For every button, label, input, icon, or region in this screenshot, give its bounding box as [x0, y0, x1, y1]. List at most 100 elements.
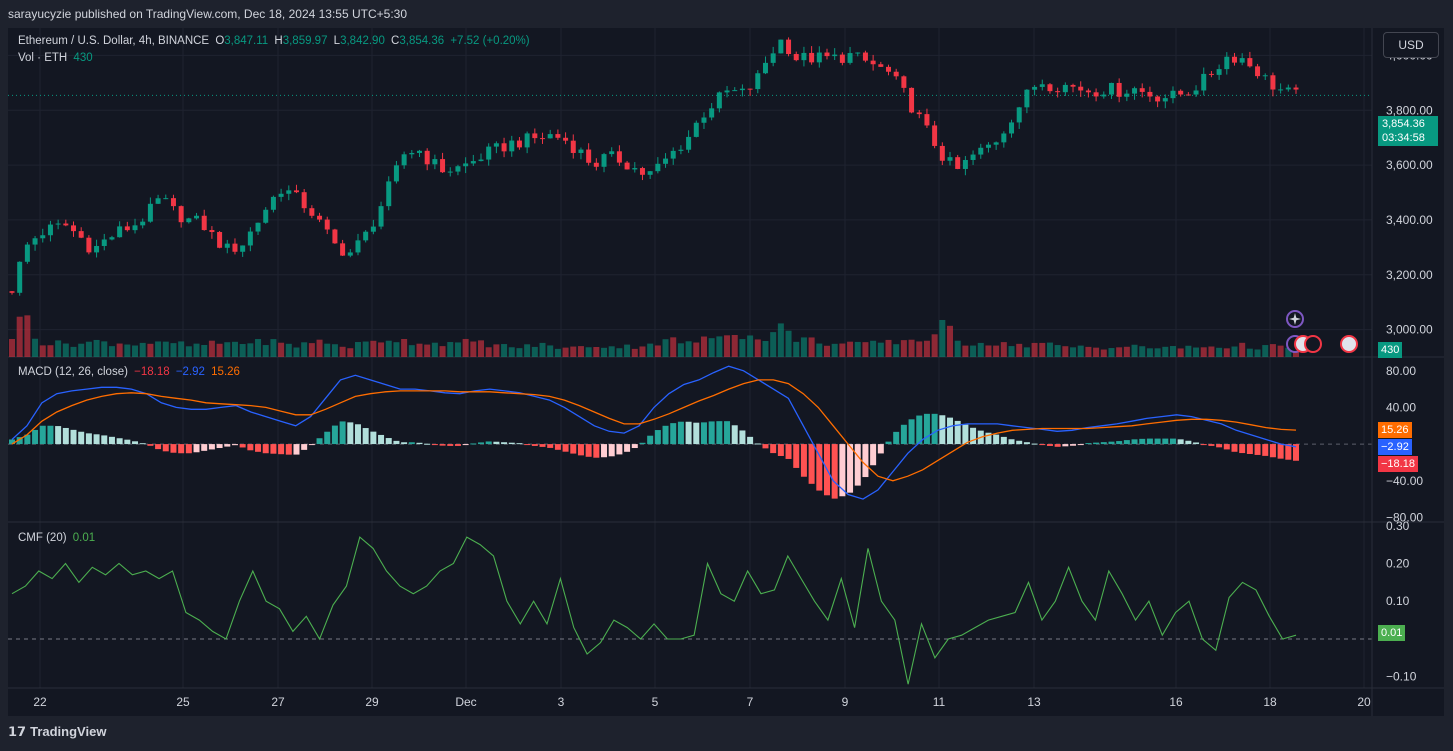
macd-hist-bar	[1169, 438, 1176, 445]
volume-bar	[716, 336, 723, 357]
tv-logo-icon: 𝟭𝟳	[8, 724, 27, 739]
volume-bar	[285, 343, 292, 357]
macd-hist-bar	[524, 444, 531, 446]
volume-bar	[1031, 342, 1038, 357]
x-tick-label: 22	[33, 695, 47, 709]
event-ring-icon-2[interactable]	[1304, 335, 1322, 353]
volume-bar	[939, 319, 946, 357]
volume-bar	[1262, 345, 1269, 357]
macd-hist-bar	[9, 439, 15, 445]
volume-bar	[416, 343, 423, 357]
macd-hist-bar	[354, 424, 361, 445]
candle-body	[778, 39, 784, 54]
candle-body	[985, 144, 991, 148]
candle-body	[163, 198, 169, 200]
candle-body	[124, 226, 130, 231]
volume-bar	[547, 345, 554, 357]
macd-hist-bar	[47, 425, 54, 445]
volume-bar	[1269, 344, 1276, 357]
change-value: +7.52 (+0.20%)	[450, 35, 530, 47]
volume-bar	[1046, 342, 1053, 357]
macd-hist-bar	[78, 431, 85, 445]
volume-bar	[16, 316, 23, 357]
volume-bar	[624, 344, 631, 357]
candle-body	[424, 150, 430, 165]
volume-bar	[308, 343, 315, 357]
volume-bar	[670, 337, 677, 357]
candle-body	[824, 52, 830, 57]
candle-body	[1231, 56, 1237, 63]
volume-bar	[1193, 347, 1200, 357]
volume-bar	[839, 343, 846, 357]
candle-body	[762, 62, 768, 74]
candle-body	[593, 162, 599, 167]
footer-brand: TradingView	[30, 724, 107, 739]
candle-body	[340, 243, 346, 256]
macd-hist-bar	[916, 415, 923, 445]
volume-bar	[808, 337, 815, 357]
cmf-tick-label: 0.10	[1386, 594, 1410, 608]
candlestick-series	[9, 37, 1299, 296]
volume-bar	[1177, 348, 1184, 357]
candle-body	[639, 168, 645, 175]
candle-body	[147, 203, 153, 222]
volume-bar	[1216, 347, 1223, 357]
volume-bar	[762, 340, 769, 357]
macd-hist-bar	[1216, 444, 1223, 448]
volume-bar	[916, 341, 923, 357]
x-tick-label: 5	[652, 695, 659, 709]
chart-frame[interactable]	[8, 28, 1444, 716]
candle-body	[609, 151, 615, 155]
macd-hist-bar	[893, 431, 900, 445]
volume-bar	[1239, 342, 1246, 357]
currency-button[interactable]: USD	[1383, 32, 1439, 58]
candle-body	[40, 235, 46, 239]
volume-bar	[493, 344, 500, 357]
candle-body	[1024, 89, 1030, 108]
volume-bar	[908, 339, 915, 357]
candle-body	[1009, 122, 1015, 134]
candle-body	[893, 71, 899, 77]
us-flag-icon-2[interactable]	[1340, 335, 1358, 353]
volume-bar	[9, 339, 15, 357]
tradingview-footer[interactable]: 𝟭𝟳 TradingView	[8, 724, 106, 740]
macd-hist-bar	[970, 427, 977, 445]
macd-hist-bar	[493, 441, 500, 445]
volume-bar	[1108, 348, 1115, 357]
macd-hist-bar	[1162, 438, 1169, 445]
macd-hist-bar	[132, 441, 139, 445]
candle-body	[1162, 98, 1168, 102]
candle-body	[493, 143, 499, 147]
candle-body	[732, 90, 738, 92]
volume-bar	[724, 335, 731, 357]
volume-bar	[216, 343, 223, 357]
macd-hist-bar	[301, 444, 308, 450]
volume-bar	[501, 344, 508, 357]
macd-hist-bar	[531, 444, 538, 446]
macd-hist-bar	[155, 444, 162, 450]
macd-hist-bar	[1131, 439, 1138, 445]
candle-body	[101, 239, 107, 246]
candle-body	[755, 73, 761, 90]
macd-hist-bar	[278, 444, 285, 455]
volume-bar	[278, 342, 285, 357]
macd-hist-bar	[85, 433, 92, 445]
candle-body	[855, 52, 861, 54]
volume-bar	[862, 342, 869, 357]
volume-bar	[208, 340, 215, 357]
candle-body	[309, 208, 315, 216]
macd-hist-bar	[1093, 442, 1100, 445]
candle-body	[1070, 84, 1076, 87]
macd-hist-bar	[378, 434, 385, 445]
volume-bar	[393, 342, 400, 357]
macd-legend: MACD (12, 26, close) −18.18 −2.92 15.26	[18, 366, 243, 378]
event-star-icon[interactable]	[1286, 310, 1304, 328]
candle-body	[793, 54, 799, 61]
macd-hist-bar	[900, 424, 907, 445]
volume-bar	[708, 338, 715, 357]
volume-bar	[201, 345, 208, 357]
x-tick-label: 18	[1263, 695, 1277, 709]
candle-body	[317, 215, 323, 220]
macd-line-tag: −2.92	[1378, 439, 1412, 455]
